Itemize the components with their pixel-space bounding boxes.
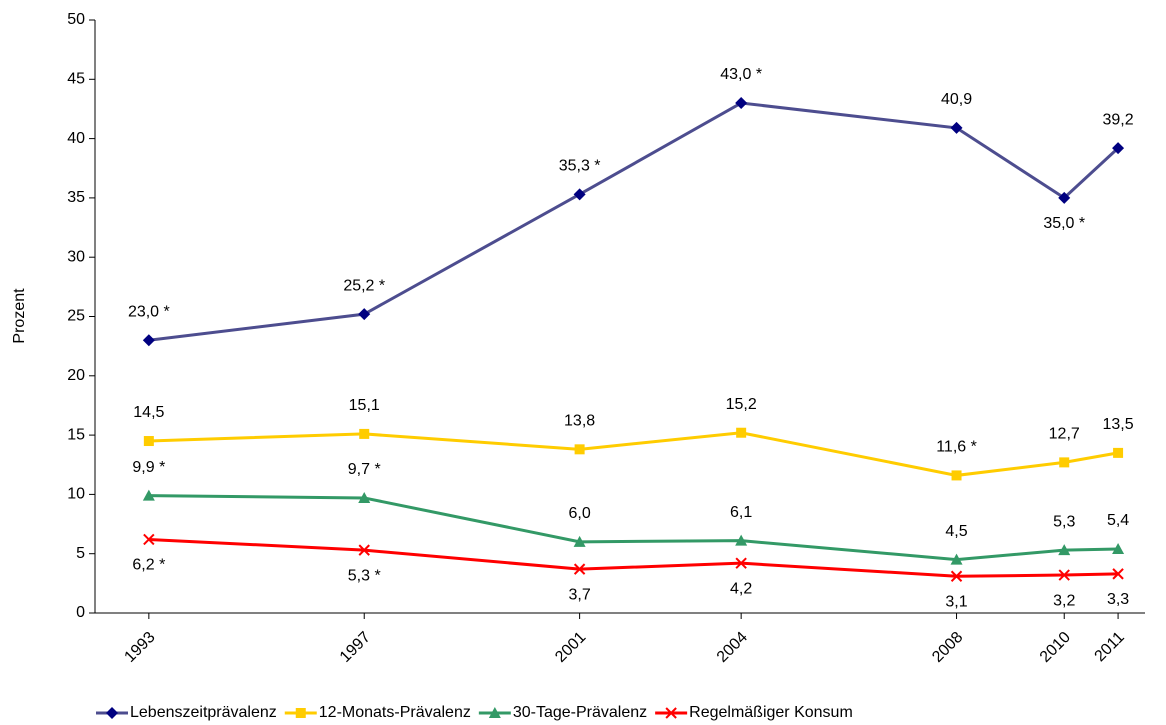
data-label: 5,3 * bbox=[348, 567, 381, 584]
data-label: 4,5 bbox=[945, 523, 967, 540]
marker bbox=[1059, 457, 1070, 468]
data-label: 3,1 bbox=[945, 593, 967, 610]
marker bbox=[736, 427, 747, 438]
marker bbox=[359, 428, 370, 439]
data-label: 11,6 * bbox=[936, 439, 977, 456]
data-label: 15,1 bbox=[349, 397, 380, 414]
y-tick-label: 35 bbox=[67, 189, 85, 206]
y-tick-label: 25 bbox=[67, 308, 85, 325]
marker bbox=[143, 533, 155, 546]
marker bbox=[735, 97, 748, 110]
marker bbox=[1112, 568, 1124, 580]
data-label: 23,0 * bbox=[128, 303, 170, 320]
marker bbox=[358, 544, 370, 556]
data-label: 9,7 * bbox=[348, 461, 381, 478]
data-label: 9,9 * bbox=[132, 459, 165, 476]
data-label: 3,3 bbox=[1107, 591, 1129, 608]
legend-label: Lebenszeitprävalenz bbox=[130, 704, 277, 721]
x-tick-label: 2010 bbox=[1037, 629, 1074, 666]
data-label: 13,5 bbox=[1103, 416, 1134, 433]
legend-marker bbox=[295, 708, 306, 718]
data-label: 3,7 bbox=[568, 586, 590, 603]
data-label: 39,2 bbox=[1103, 111, 1134, 128]
marker bbox=[573, 563, 586, 575]
data-label: 4,2 bbox=[730, 580, 752, 597]
data-label: 5,4 bbox=[1107, 512, 1129, 529]
marker bbox=[1058, 191, 1071, 204]
marker bbox=[1112, 542, 1125, 554]
y-tick-label: 10 bbox=[67, 486, 85, 503]
marker bbox=[574, 444, 585, 455]
marker bbox=[950, 553, 963, 565]
marker bbox=[143, 436, 154, 447]
marker bbox=[735, 534, 748, 546]
data-label: 6,2 * bbox=[132, 557, 165, 574]
x-tick-label: 1997 bbox=[337, 629, 374, 666]
y-tick-label: 20 bbox=[67, 367, 85, 384]
series-line bbox=[148, 101, 1120, 342]
data-label: 35,3 * bbox=[559, 158, 601, 175]
y-tick-label: 40 bbox=[67, 130, 85, 147]
marker bbox=[142, 334, 155, 347]
marker bbox=[1112, 142, 1125, 155]
marker bbox=[573, 535, 586, 547]
marker bbox=[1113, 447, 1124, 458]
y-tick-label: 5 bbox=[76, 545, 85, 562]
y-tick-label: 0 bbox=[76, 604, 85, 621]
data-label: 12,7 bbox=[1049, 426, 1080, 443]
y-tick-label: 15 bbox=[67, 426, 85, 443]
series-line bbox=[148, 494, 1119, 562]
legend-marker bbox=[488, 707, 501, 718]
x-tick-label: 1993 bbox=[121, 629, 158, 666]
marker bbox=[950, 570, 963, 582]
legend-label: 30-Tage-Prävalenz bbox=[513, 704, 647, 721]
marker bbox=[1058, 544, 1071, 556]
y-tick-label: 50 bbox=[67, 11, 85, 28]
marker bbox=[358, 308, 371, 321]
x-tick-label: 2008 bbox=[929, 629, 966, 666]
marker bbox=[951, 470, 962, 481]
marker bbox=[1058, 569, 1070, 581]
data-label: 14,5 bbox=[133, 404, 164, 421]
marker bbox=[142, 489, 155, 501]
y-axis-label: Prozent bbox=[11, 288, 28, 344]
y-tick-label: 45 bbox=[67, 71, 85, 88]
x-tick-label: 2001 bbox=[552, 629, 589, 666]
data-label: 5,3 bbox=[1053, 513, 1075, 530]
data-label: 40,9 bbox=[941, 91, 972, 108]
data-label: 6,0 bbox=[568, 505, 590, 522]
data-label: 13,8 bbox=[564, 413, 595, 430]
x-tick-label: 2011 bbox=[1092, 629, 1128, 665]
marker bbox=[573, 188, 586, 201]
data-label: 15,2 bbox=[726, 396, 757, 413]
legend-label: 12-Monats-Prävalenz bbox=[319, 704, 471, 721]
x-tick-label: 2004 bbox=[714, 629, 751, 666]
data-label: 3,2 bbox=[1053, 592, 1075, 609]
data-label: 43,0 * bbox=[720, 66, 762, 83]
data-label: 35,0 * bbox=[1043, 215, 1085, 232]
legend-marker bbox=[106, 707, 118, 719]
marker bbox=[358, 491, 371, 503]
data-label: 25,2 * bbox=[343, 277, 385, 294]
data-label: 6,1 bbox=[730, 504, 752, 521]
legend-marker bbox=[665, 707, 677, 719]
marker bbox=[950, 121, 963, 134]
y-tick-label: 30 bbox=[67, 248, 85, 265]
legend-label: Regelmäßiger Konsum bbox=[689, 704, 853, 721]
marker bbox=[735, 557, 747, 569]
